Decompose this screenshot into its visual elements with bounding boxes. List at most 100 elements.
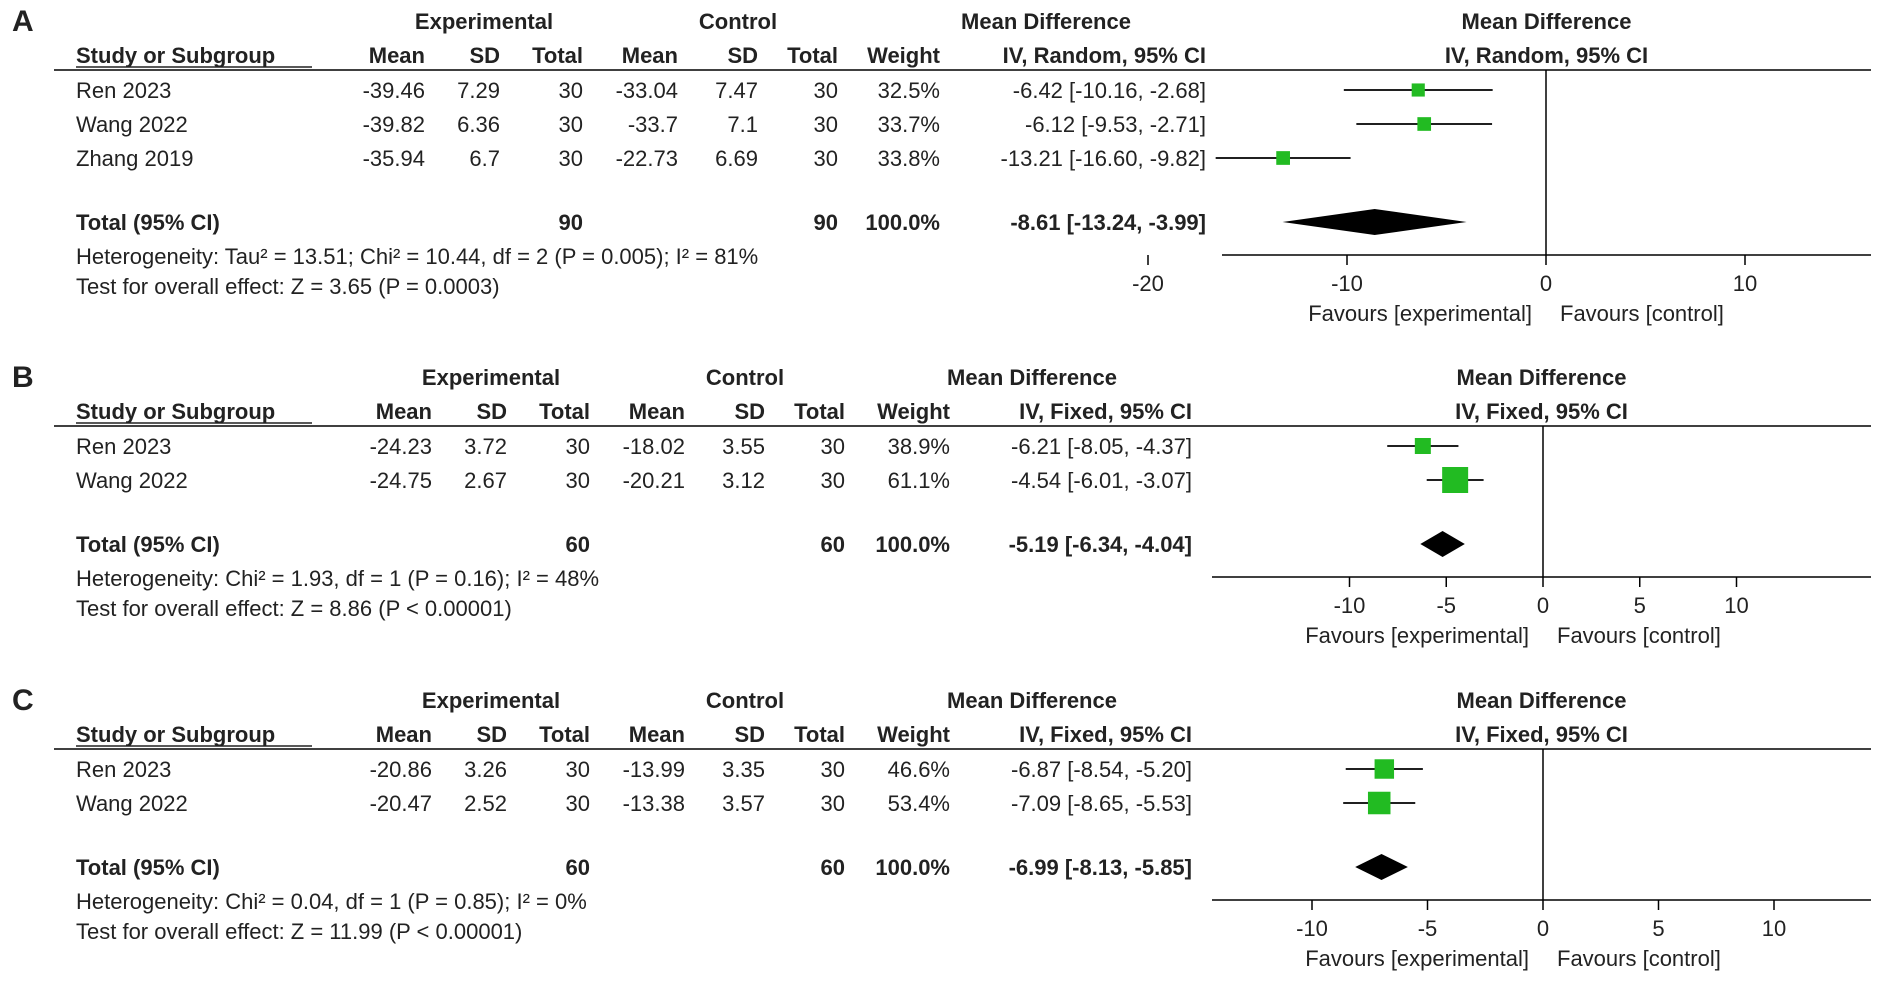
panel-c-total-ci: -6.99 [-8.13, -5.85] <box>1009 855 1192 880</box>
panel-c-label: C <box>12 684 34 717</box>
panel-c-row-2-ctl-total: 30 <box>821 791 845 816</box>
panel-b-overall-effect: Test for overall effect: Z = 8.86 (P < 0… <box>76 596 512 621</box>
panel-a-row-1-ci: -6.42 [-10.16, -2.68] <box>1013 78 1206 103</box>
panel-a-xtick-label-2: -10 <box>1331 271 1363 296</box>
panel-a-row-3-exp-total: 30 <box>559 146 583 171</box>
panel-b-xtick-label-4: 5 <box>1634 593 1646 618</box>
panel-b-favours-right: Favours [control] <box>1557 623 1721 648</box>
panel-a-row-3-ctl-sd: 6.69 <box>715 146 758 171</box>
panel-a-total-diamond <box>1282 209 1467 235</box>
panel-a-row-2-ctl-sd: 7.1 <box>727 112 758 137</box>
panel-c-row-1-ctl-sd: 3.35 <box>722 757 765 782</box>
panel-b-row-1-ctl-sd: 3.55 <box>722 434 765 459</box>
panel-c-colhdr-ctl-total: Total <box>794 722 845 747</box>
panel-b-row-2-ctl-total: 30 <box>821 468 845 493</box>
panel-b-colhdr-ctl-sd: SD <box>734 399 765 424</box>
panel-a-colhdr-weight: Weight <box>867 43 941 68</box>
panel-a-row-2-point-box <box>1417 117 1432 131</box>
panel-c-row-2-point-box <box>1367 791 1391 815</box>
panel-c-header-experimental: Experimental <box>422 688 560 713</box>
panel-b-header-control: Control <box>706 365 784 390</box>
panel-a-favours-left: Favours [experimental] <box>1308 301 1532 326</box>
panel-b-total-weight: 100.0% <box>875 532 950 557</box>
panel-c-header-md-plot: Mean Difference <box>1457 688 1627 713</box>
panel-a-total-exp: 90 <box>559 210 583 235</box>
panel-c-favours-right: Favours [control] <box>1557 946 1721 971</box>
panel-b-row-2-ctl-sd: 3.12 <box>722 468 765 493</box>
panel-c-xtick-label-4: 5 <box>1652 916 1664 941</box>
panel-a-colhdr-ctl-total: Total <box>787 43 838 68</box>
panel-c-row-2-ctl-mean: -13.38 <box>623 791 685 816</box>
panel-a-row-1-weight: 32.5% <box>878 78 940 103</box>
panel-a-row-1-study: Ren 2023 <box>76 78 171 103</box>
panel-c-row-1-weight: 46.6% <box>888 757 950 782</box>
panel-c-plot-subtitle: IV, Fixed, 95% CI <box>1455 722 1628 747</box>
panel-c-row-1-exp-sd: 3.26 <box>464 757 507 782</box>
panel-c-row-1-exp-mean: -20.86 <box>370 757 432 782</box>
panel-a-row-2-exp-mean: -39.82 <box>363 112 425 137</box>
panel-c-row-2-weight: 53.4% <box>888 791 950 816</box>
panel-b-row-1-study: Ren 2023 <box>76 434 171 459</box>
panel-a-row-3-ci: -13.21 [-16.60, -9.82] <box>1001 146 1206 171</box>
panel-c-header-md-table: Mean Difference <box>947 688 1117 713</box>
panel-b-total-ci: -5.19 [-6.34, -4.04] <box>1009 532 1192 557</box>
panel-c-row-2-exp-sd: 2.52 <box>464 791 507 816</box>
panel-a-header-experimental: Experimental <box>415 9 553 34</box>
panel-a-row-2-exp-total: 30 <box>559 112 583 137</box>
panel-a-row-2-exp-sd: 6.36 <box>457 112 500 137</box>
panel-b-header-md-plot: Mean Difference <box>1457 365 1627 390</box>
panel-b-xtick-label-3: 0 <box>1537 593 1549 618</box>
panel-b-colhdr-ctl-mean: Mean <box>629 399 685 424</box>
panel-b-total-exp: 60 <box>566 532 590 557</box>
panel-b-row-2-ctl-mean: -20.21 <box>623 468 685 493</box>
panel-c-xtick-label-1: -10 <box>1296 916 1328 941</box>
panel-a-colhdr-ctl-mean: Mean <box>622 43 678 68</box>
panel-a-row-2-ci: -6.12 [-9.53, -2.71] <box>1025 112 1206 137</box>
panel-a-row-3-ctl-mean: -22.73 <box>616 146 678 171</box>
panel-b-plot-subtitle: IV, Fixed, 95% CI <box>1455 399 1628 424</box>
panel-c-colhdr-ctl-mean: Mean <box>629 722 685 747</box>
panel-b-colhdr-ci: IV, Fixed, 95% CI <box>1019 399 1192 424</box>
panel-c-colhdr-exp-mean: Mean <box>376 722 432 747</box>
panel-c-favours-left: Favours [experimental] <box>1305 946 1529 971</box>
panel-b-row-1-exp-sd: 3.72 <box>464 434 507 459</box>
panel-c-row-2-ci: -7.09 [-8.65, -5.53] <box>1011 791 1192 816</box>
panel-c-row-1-ctl-mean: -13.99 <box>623 757 685 782</box>
panel-a-row-1-ctl-sd: 7.47 <box>715 78 758 103</box>
panel-c-colhdr-exp-total: Total <box>539 722 590 747</box>
panel-a-colhdr-exp-mean: Mean <box>369 43 425 68</box>
panel-b-total-label: Total (95% CI) <box>76 532 220 557</box>
panel-b-colhdr-exp-mean: Mean <box>376 399 432 424</box>
panel-b-row-1-weight: 38.9% <box>888 434 950 459</box>
panel-c-heterogeneity: Heterogeneity: Chi² = 0.04, df = 1 (P = … <box>76 889 587 914</box>
panel-a-row-1-exp-mean: -39.46 <box>363 78 425 103</box>
panel-a-xtick-label-1: -20 <box>1132 271 1164 296</box>
panel-c-total-diamond <box>1355 854 1408 880</box>
panel-c-total-label: Total (95% CI) <box>76 855 220 880</box>
panel-a-row-2-ctl-total: 30 <box>814 112 838 137</box>
panel-b-row-2-exp-total: 30 <box>566 468 590 493</box>
panel-b-colhdr-exp-total: Total <box>539 399 590 424</box>
panel-c-xtick-label-5: 10 <box>1762 916 1786 941</box>
panel-c-total-ctl: 60 <box>821 855 845 880</box>
panel-c-row-2-exp-total: 30 <box>566 791 590 816</box>
panel-a-header-control: Control <box>699 9 777 34</box>
panel-c-row-1-exp-total: 30 <box>566 757 590 782</box>
panel-a-heterogeneity: Heterogeneity: Tau² = 13.51; Chi² = 10.4… <box>76 244 758 269</box>
panel-c-row-1-ctl-total: 30 <box>821 757 845 782</box>
panel-c-total-weight: 100.0% <box>875 855 950 880</box>
panel-a-row-2-study: Wang 2022 <box>76 112 188 137</box>
panel-a-total-weight: 100.0% <box>865 210 940 235</box>
panel-b-colhdr-exp-sd: SD <box>476 399 507 424</box>
panel-b-colhdr-weight: Weight <box>877 399 951 424</box>
panel-a-row-1-exp-total: 30 <box>559 78 583 103</box>
panel-b-row-1-point-box <box>1414 437 1431 455</box>
panel-b-row-2-exp-sd: 2.67 <box>464 468 507 493</box>
panel-b-total-ctl: 60 <box>821 532 845 557</box>
panel-b-row-2-study: Wang 2022 <box>76 468 188 493</box>
panel-a-xtick-label-4: 10 <box>1733 271 1757 296</box>
panel-c-header-control: Control <box>706 688 784 713</box>
panel-b-total-diamond <box>1420 531 1465 557</box>
panel-c-colhdr-study: Study or Subgroup <box>76 722 275 747</box>
panel-a-row-2-weight: 33.7% <box>878 112 940 137</box>
